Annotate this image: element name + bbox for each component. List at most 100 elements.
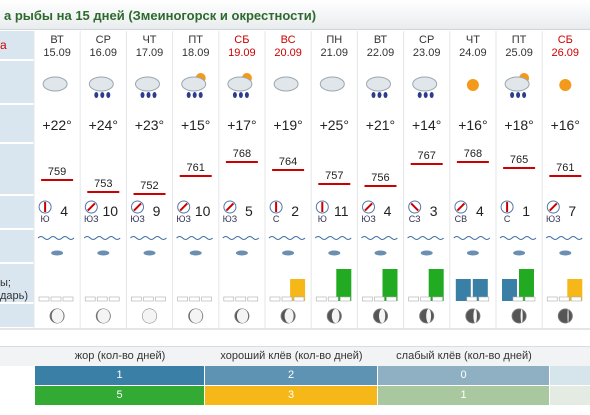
wind-speed: 10 [102,203,119,219]
fish [374,250,387,256]
bar-slot [546,296,558,302]
wind-speed: 5 [244,203,253,219]
cloud [273,76,299,92]
drop [192,92,197,98]
wind-speed: 4 [475,203,484,219]
temperature: +24° [88,117,118,133]
wind-direction: СВ [454,214,468,224]
summary-cell: 2 [205,366,377,385]
wind-speed: 9 [152,203,161,219]
date: 20.09 [274,47,302,59]
title: а рыбы на 15 дней (Змеиногорск и окрестн… [4,8,317,23]
bar-slot [201,296,212,302]
wind-speed: 7 [568,203,577,219]
moon [557,308,573,324]
water [176,236,213,240]
summary-cell: 1 [378,386,549,405]
bar-slot [524,296,536,302]
bar-slot [512,296,524,302]
date: 19.09 [228,47,256,59]
wind-arrow [87,202,96,212]
wind-arrow [456,202,466,212]
drop [232,92,237,98]
bar-slot [478,296,490,302]
weekday: ПТ [511,34,527,46]
weekday: ВС [280,34,296,46]
temperature: +17° [227,117,257,133]
moon [465,308,481,324]
summary-cell: 3 [205,386,377,405]
date: 24.09 [459,47,487,59]
pressure: 765 [509,154,529,166]
bar-slot [84,296,96,302]
bite-bar [428,269,444,301]
bite-bar [336,269,352,301]
moon-lit [567,309,569,323]
drop [244,92,249,98]
date: 25.09 [505,47,533,59]
bar-slot [315,296,327,302]
fish [189,250,202,256]
bar-slot [362,296,373,302]
drop [100,92,105,98]
wind-arrow [225,202,235,212]
weekday: СБ [557,34,573,46]
bar-slot [247,296,259,302]
weekday: ВТ [373,34,388,46]
wind-direction: ЮЗ [361,214,376,224]
drop [510,92,515,98]
fish [97,250,110,256]
bite-bar [382,269,398,301]
temperature: +14° [412,117,442,133]
wind-speed: 3 [429,203,438,219]
date: 23.09 [412,47,441,59]
wind-direction: СЗ [408,214,421,224]
wind-speed: 11 [334,203,349,219]
drop [94,92,99,98]
moon-lit [189,309,203,323]
bar-slot [408,296,419,302]
bar-slot [374,296,385,302]
wind-direction: Ю [40,214,50,224]
water [314,236,352,240]
wind-arrow [364,202,373,212]
bar-slot [281,296,293,302]
summary-extra [550,386,590,405]
wind-direction: ЮЗ [176,214,191,224]
drop [152,92,157,98]
bar-slot [108,296,120,302]
temperature: +16° [458,117,488,133]
fish [513,250,526,256]
bar-slot [293,296,305,302]
pressure: 757 [325,170,344,182]
weekday: ЧТ [465,34,480,46]
wind-speed: 2 [291,203,299,219]
fish [51,250,64,256]
bar-slot [269,296,281,302]
moon-lit [520,309,523,323]
date: 22.09 [366,47,395,59]
drop [106,92,111,98]
temperature: +19° [273,117,303,133]
summary-header: слабый клёв (кол-во дней) [396,350,532,362]
temperature: +25° [319,117,349,133]
pressure: 752 [140,180,159,192]
weekday: ПТ [188,34,203,46]
pressure: 761 [186,162,205,174]
moon-lit [236,309,249,323]
summary-header-row [0,346,590,366]
cloud [504,76,530,92]
water [453,236,491,240]
drop [429,92,434,98]
drop [238,92,243,98]
wind-direction: ЮЗ [130,214,145,224]
temperature: +23° [134,117,165,133]
temperature: +15° [181,117,211,133]
date: 18.09 [181,47,210,59]
wind-direction: ЮЗ [546,214,561,224]
water [130,236,167,240]
drop [371,92,376,98]
fish [559,250,572,256]
drop [383,92,388,98]
